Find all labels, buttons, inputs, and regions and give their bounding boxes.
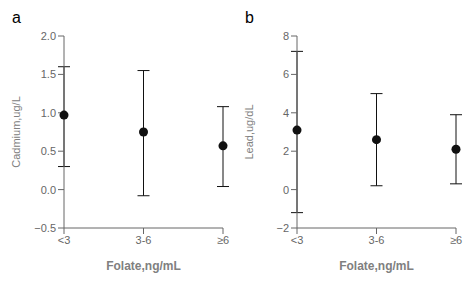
svg-text:6: 6 (283, 68, 289, 80)
svg-text:4: 4 (283, 107, 289, 119)
svg-text:0: 0 (283, 184, 289, 196)
svg-text:<3: <3 (291, 234, 304, 246)
svg-text:≥6: ≥6 (217, 234, 229, 246)
svg-text:0.0: 0.0 (41, 184, 56, 196)
html-text:a: a (12, 9, 21, 26)
svg-text:Folate,ng/mL: Folate,ng/mL (339, 259, 414, 273)
svg-text:3-6: 3-6 (136, 234, 152, 246)
svg-text:2: 2 (283, 145, 289, 157)
svg-text:Cadmium,ug/L: Cadmium,ug/L (10, 96, 22, 168)
svg-text:≥6: ≥6 (450, 234, 462, 246)
svg-text:8: 8 (283, 30, 289, 42)
svg-text:3-6: 3-6 (369, 234, 385, 246)
svg-text:<3: <3 (58, 234, 71, 246)
svg-text:2.0: 2.0 (41, 30, 56, 42)
html-text:b: b (245, 9, 254, 26)
svg-text:Folate,ng/mL: Folate,ng/mL (106, 259, 181, 273)
svg-text:−2: −2 (276, 222, 289, 234)
svg-text:Lead,ug/dL: Lead,ug/dL (243, 104, 255, 159)
svg-text:0.5: 0.5 (41, 145, 56, 157)
svg-text:1.0: 1.0 (41, 107, 56, 119)
svg-text:1.5: 1.5 (41, 68, 56, 80)
svg-text:−0.5: −0.5 (34, 222, 56, 234)
